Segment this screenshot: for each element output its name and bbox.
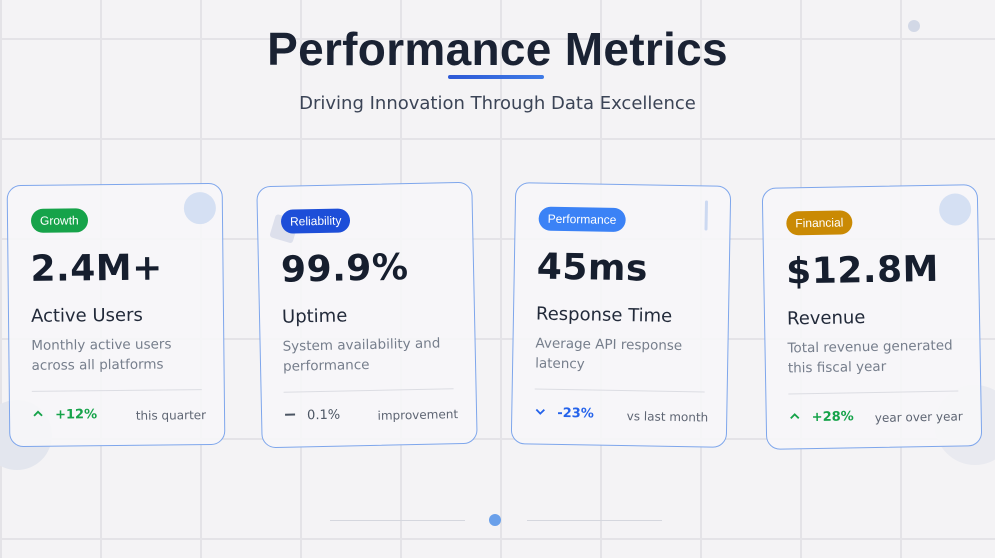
metric-label: Active Users — [30, 304, 143, 327]
pager-line — [527, 520, 662, 521]
trend-value: 0.1% — [306, 407, 341, 424]
trend-value: +28% — [811, 409, 854, 426]
metric-description: System availability and performance — [282, 335, 441, 375]
metric-label: Uptime — [281, 305, 348, 328]
metric-description: Monthly active users across all platform… — [31, 336, 172, 374]
metric-description: Total revenue generated this fiscal year — [787, 337, 953, 377]
trend-note: vs last month — [626, 409, 709, 425]
category-badge: Performance — [538, 206, 626, 233]
decorative-bubble — [183, 191, 217, 225]
page-subtitle: Driving Innovation Through Data Excellen… — [299, 93, 696, 114]
chevron-down-icon — [534, 406, 546, 418]
metric-label: Revenue — [786, 307, 866, 330]
page-title: Performance Metrics — [267, 23, 728, 75]
pager-dot[interactable] — [489, 514, 501, 526]
metric-value: $12.8M — [785, 248, 940, 293]
decorative-bubble — [938, 193, 972, 226]
divider — [788, 390, 959, 395]
chevron-up-icon — [32, 408, 44, 420]
trend-value: -23% — [557, 405, 594, 422]
metric-card-revenue[interactable]: Financial $12.8M Revenue Total revenue g… — [761, 184, 983, 450]
metric-value: 99.9% — [280, 247, 409, 291]
title-underline — [448, 75, 544, 79]
chevron-up-icon — [789, 410, 801, 422]
divider — [31, 389, 202, 392]
metric-card-uptime[interactable]: Reliability 99.9% Uptime System availabi… — [256, 181, 478, 449]
metric-value: 2.4M+ — [30, 247, 163, 290]
dash-icon — [284, 409, 296, 421]
decorative-dot — [908, 20, 920, 32]
category-badge: Reliability — [280, 208, 351, 234]
metric-card-active-users[interactable]: Growth 2.4M+ Active Users Monthly active… — [6, 182, 226, 448]
category-badge: Growth — [30, 208, 88, 233]
trend-value: +12% — [54, 407, 98, 423]
metric-value: 45ms — [536, 246, 649, 290]
decorative-bar — [704, 200, 709, 231]
metric-description: Average API response latency — [535, 335, 683, 373]
trend-note: year over year — [874, 409, 963, 425]
category-badge: Financial — [786, 210, 853, 236]
divider — [534, 388, 705, 393]
metric-card-response-time[interactable]: Performance 45ms Response Time Average A… — [510, 182, 732, 448]
trend-note: this quarter — [135, 408, 207, 423]
trend-note: improvement — [377, 407, 459, 423]
metric-label: Response Time — [535, 303, 673, 327]
pager-line — [330, 520, 465, 521]
divider — [283, 388, 454, 393]
